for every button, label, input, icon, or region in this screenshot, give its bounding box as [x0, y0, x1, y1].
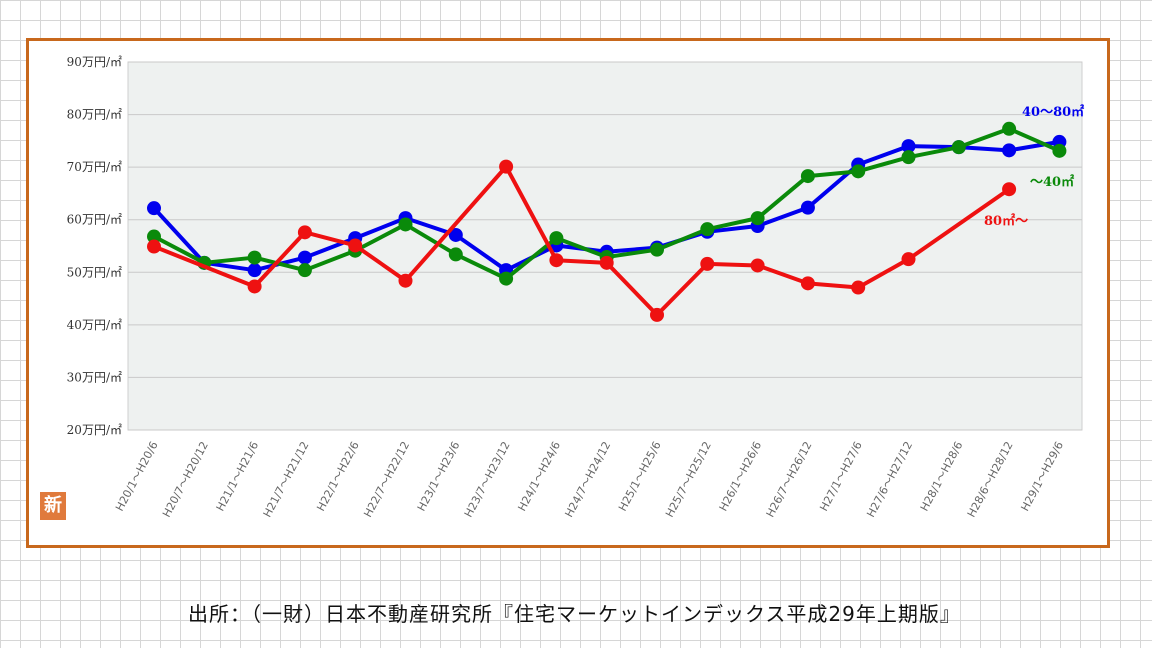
data-point	[499, 271, 514, 286]
data-point	[448, 247, 463, 262]
data-point	[901, 139, 916, 154]
data-point	[700, 256, 715, 271]
data-point	[901, 252, 916, 267]
x-tick-label: H26/1〜H26/6	[717, 439, 765, 513]
data-point	[800, 276, 815, 291]
data-point	[247, 250, 262, 265]
data-point	[800, 200, 815, 215]
data-point	[1002, 182, 1017, 197]
x-tick-label: H25/7〜H25/12	[663, 439, 714, 519]
y-tick-label: 40万円/㎡	[67, 318, 122, 332]
data-point	[650, 242, 664, 257]
data-point	[147, 229, 161, 244]
data-point	[247, 263, 262, 278]
data-point	[700, 222, 715, 237]
x-tick-label: H25/1〜H25/6	[616, 439, 664, 513]
source-caption: 出所：（一財）日本不動産研究所『住宅マーケットインデックス平成29年上期版』	[188, 602, 961, 626]
data-point	[750, 258, 765, 273]
x-tick-label: H29/1〜H29/6	[1018, 439, 1066, 513]
x-tick-label: H22/7〜H22/12	[361, 439, 412, 519]
x-tick-label: H27/6〜H27/12	[864, 439, 915, 519]
y-tick-label: 70万円/㎡	[67, 160, 122, 174]
series-label: 40〜80㎡	[1022, 104, 1084, 120]
data-point	[549, 253, 564, 268]
data-point	[247, 279, 262, 294]
x-tick-label: H23/1〜H23/6	[415, 439, 463, 513]
data-point	[549, 231, 564, 246]
data-point	[851, 164, 866, 179]
data-point	[599, 255, 614, 270]
data-point	[147, 201, 161, 216]
x-tick-label: H24/7〜H24/12	[562, 439, 613, 519]
y-tick-label: 90万円/㎡	[67, 55, 122, 69]
data-point	[398, 273, 413, 288]
data-point	[650, 307, 664, 322]
y-tick-label: 20万円/㎡	[67, 423, 122, 437]
data-point	[499, 159, 514, 174]
data-point	[297, 225, 312, 240]
x-tick-label: H21/1〜H21/6	[214, 439, 262, 513]
series-label: 80㎡〜	[984, 213, 1028, 229]
data-point	[750, 211, 765, 226]
x-tick-label: H28/6〜H28/12	[965, 439, 1016, 519]
data-point	[851, 280, 866, 295]
data-point	[1002, 143, 1017, 158]
data-point	[297, 250, 312, 265]
data-point	[297, 263, 312, 278]
x-tick-label: H24/1〜H24/6	[515, 439, 563, 513]
y-tick-label: 50万円/㎡	[67, 265, 122, 279]
x-tick-label: H21/7〜H21/12	[261, 439, 312, 519]
x-tick-label: H26/7〜H26/12	[764, 439, 815, 519]
y-tick-label: 60万円/㎡	[67, 213, 122, 227]
x-tick-label: H23/7〜H23/12	[462, 439, 513, 519]
data-point	[1052, 143, 1067, 158]
y-tick-label: 80万円/㎡	[67, 108, 122, 122]
y-tick-label: 30万円/㎡	[67, 370, 122, 384]
data-point	[398, 217, 413, 232]
data-point	[448, 227, 463, 242]
data-point	[951, 140, 966, 155]
x-tick-label: H28/1〜H28/6	[918, 439, 966, 513]
x-tick-label: H20/1〜H20/6	[113, 439, 161, 513]
data-point	[901, 150, 916, 165]
data-point	[1002, 121, 1017, 136]
data-point	[800, 169, 815, 184]
new-badge: 新	[40, 492, 66, 520]
data-point	[147, 239, 161, 254]
x-tick-label: H22/1〜H22/6	[314, 439, 362, 513]
series-label: 〜40㎡	[1030, 174, 1074, 190]
x-tick-label: H20/7〜H20/12	[160, 439, 211, 519]
x-tick-label: H27/1〜H27/6	[817, 439, 865, 513]
data-point	[348, 238, 363, 253]
